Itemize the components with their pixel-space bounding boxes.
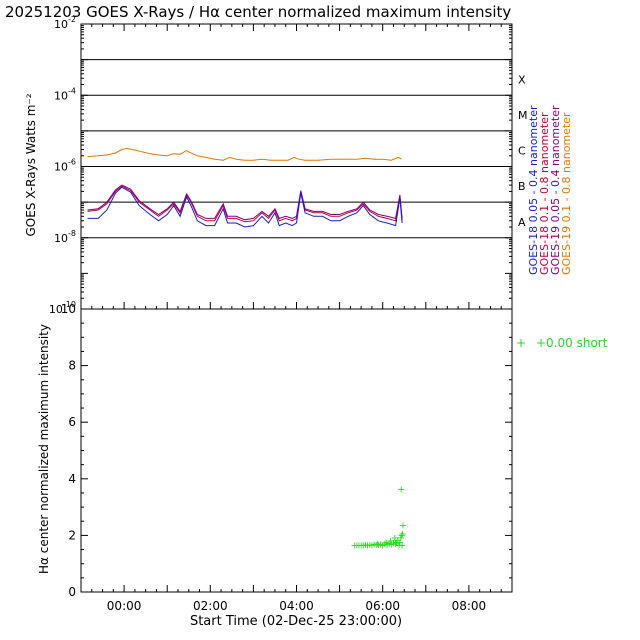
halpha-y-tick-label-0: 0 — [68, 585, 76, 599]
halpha-point-24: + — [392, 537, 400, 548]
halpha-y-tick-label-2: 4 — [68, 472, 76, 486]
flare-class-label-b: B — [518, 180, 526, 193]
halpha-y-tick-label-4: 8 — [68, 359, 76, 373]
xray-y-tick-label-1: 10-4 — [54, 86, 76, 102]
halpha-point-5: + — [361, 540, 369, 551]
halpha-y-tick-label-1: 2 — [68, 528, 76, 542]
x-tick-label-3: 06:00 — [365, 599, 400, 613]
halpha-point-20: + — [387, 539, 395, 550]
flare-class-label-x: X — [518, 73, 526, 86]
series-line-goes19-short — [87, 184, 403, 221]
halpha-point-32: + — [399, 520, 407, 531]
series-line-goes18-long — [87, 185, 403, 223]
legend-entry-2: GOES-19 0.05 - 0.4 nanometer — [549, 105, 562, 275]
halpha-point-23: + — [391, 539, 399, 550]
halpha-point-14: + — [379, 540, 387, 551]
halpha-point-31: + — [398, 529, 406, 540]
halpha-point-22: + — [391, 533, 399, 544]
halpha-panel-frame — [80, 308, 513, 593]
halpha-point-13: + — [376, 539, 384, 550]
halpha-y-tick-label-3: 6 — [68, 415, 76, 429]
halpha-point-1: + — [353, 540, 361, 551]
x-axis-label: Start Time (02-Dec-25 23:00:00) — [190, 614, 402, 629]
flare-class-label-a: A — [518, 216, 526, 229]
halpha-point-2: + — [355, 540, 363, 551]
halpha-point-33: + — [397, 485, 405, 496]
halpha-y-tick-label-5: 10 — [61, 302, 76, 316]
halpha-point-3: + — [357, 540, 365, 551]
xray-y-tick-label-0: 10-2 — [54, 15, 76, 31]
halpha-y-axis-label: Hα center normalized maximum intensity — [37, 324, 51, 574]
xray-y-tick-label-2: 10-6 — [54, 158, 76, 174]
halpha-point-12: + — [374, 540, 382, 551]
series-line-goes18-short — [87, 186, 403, 228]
halpha-point-21: + — [389, 538, 397, 549]
halpha-point-18: + — [385, 538, 393, 549]
halpha-point-28: + — [397, 533, 405, 544]
flare-class-label-m: M — [518, 109, 528, 122]
halpha-point-0: + — [350, 540, 358, 551]
x-tick-label-4: 08:00 — [452, 599, 487, 613]
halpha-point-9: + — [370, 540, 378, 551]
halpha-point-25: + — [394, 535, 402, 546]
halpha-point-29: + — [397, 530, 405, 541]
series-line-goes19-long — [87, 147, 402, 161]
halpha-point-27: + — [396, 537, 404, 548]
halpha-point-7: + — [366, 540, 374, 551]
x-tick-label-0: 00:00 — [107, 599, 142, 613]
halpha-point-17: + — [383, 540, 391, 551]
halpha-point-26: + — [395, 540, 403, 551]
xray-y-tick-label-3: 10-8 — [54, 229, 76, 245]
halpha-point-19: + — [386, 536, 394, 547]
halpha-point-4: + — [359, 540, 367, 551]
halpha-legend-marker: + — [516, 336, 526, 350]
xray-y-tick-label-4: 10-10 — [49, 300, 76, 316]
halpha-legend-text: +0.00 short — [536, 336, 608, 350]
legend-entry-0: GOES-18 0.05 - 0.4 nanometer — [527, 105, 540, 275]
legend-entry-1: GOES-18 0.1 - 0.8 nanometer — [538, 112, 551, 275]
halpha-point-6: + — [363, 540, 371, 551]
halpha-point-11: + — [373, 539, 381, 550]
halpha-point-8: + — [368, 540, 376, 551]
flare-class-label-c: C — [518, 145, 526, 158]
halpha-point-30: + — [398, 540, 406, 551]
x-tick-label-1: 02:00 — [193, 599, 228, 613]
xray-y-axis-label: GOES X-Rays Watts m⁻² — [24, 93, 38, 236]
halpha-point-15: + — [381, 539, 389, 550]
x-tick-label-2: 04:00 — [279, 599, 314, 613]
legend-entry-3: GOES-19 0.1 - 0.8 nanometer — [560, 112, 573, 275]
halpha-point-10: + — [372, 540, 380, 551]
halpha-point-16: + — [382, 537, 390, 548]
plot-title: 20251203 GOES X-Rays / Hα center normali… — [5, 3, 511, 21]
